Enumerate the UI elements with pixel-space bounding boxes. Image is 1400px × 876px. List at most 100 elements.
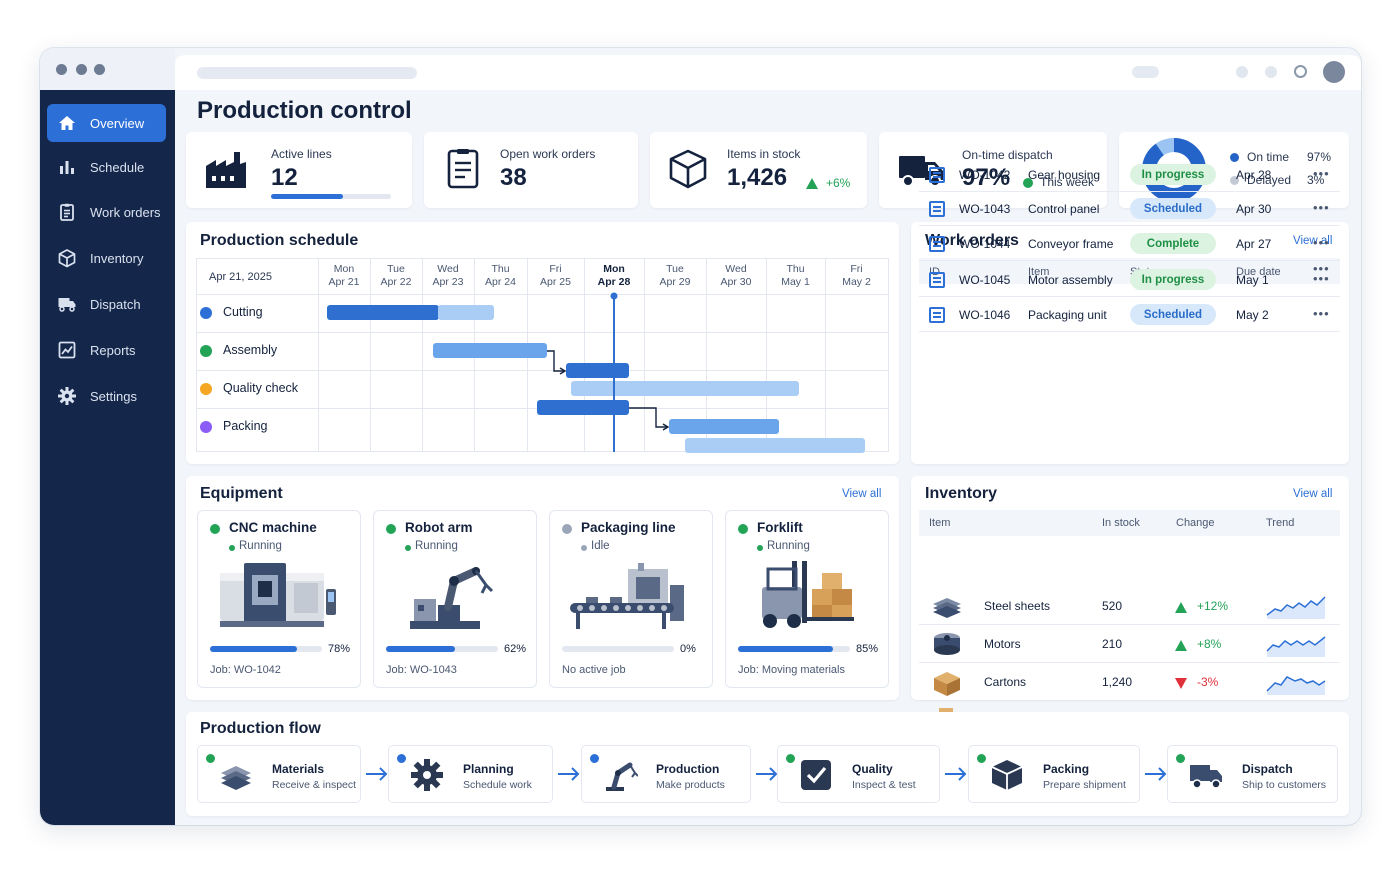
table-row[interactable]: WO-1045 Motor assembly In progress May 1 ••• bbox=[919, 263, 1340, 297]
flow-step[interactable]: Dispatch Ship to customers bbox=[1167, 745, 1338, 803]
gantt-bar[interactable] bbox=[669, 419, 779, 434]
section-title: Production flow bbox=[200, 720, 321, 737]
day-date: May 2 bbox=[842, 276, 871, 288]
sidebar-item-settings[interactable]: Settings bbox=[47, 377, 166, 415]
flow-step-subtitle: Schedule work bbox=[463, 779, 532, 791]
kpi-on-time-dispatch[interactable]: On-time dispatch 97% This week bbox=[879, 132, 1107, 208]
home-icon bbox=[59, 116, 75, 130]
equipment-card[interactable]: Forklift Running 85% Job: Moving materials bbox=[725, 510, 889, 688]
day-of-week: Tue bbox=[666, 263, 684, 275]
flow-step-title: Dispatch bbox=[1242, 762, 1293, 776]
order-due-date: Apr 28 bbox=[1236, 168, 1272, 182]
gantt-bar[interactable] bbox=[685, 438, 865, 453]
view-all-link[interactable]: View all bbox=[842, 488, 882, 500]
equipment-name: Packaging line bbox=[581, 520, 676, 535]
avatar[interactable] bbox=[1323, 61, 1345, 83]
dependency-arrow bbox=[547, 350, 564, 372]
kpi-open-work-orders[interactable]: Open work orders 38 bbox=[424, 132, 638, 208]
flow-step[interactable]: Materials Receive & inspect bbox=[197, 745, 361, 803]
legend-label-delayed: Delayed bbox=[1247, 173, 1292, 187]
window-control-dot[interactable] bbox=[56, 64, 67, 75]
stage-label: Packing bbox=[223, 419, 268, 433]
gantt-bar[interactable] bbox=[571, 381, 799, 396]
more-options-icon[interactable]: ••• bbox=[1313, 271, 1330, 286]
equipment-illustration bbox=[390, 559, 516, 633]
stage-color-dot bbox=[200, 421, 212, 433]
kpi-active-lines[interactable]: Active lines 12 bbox=[186, 132, 412, 208]
sidebar-item-dispatch[interactable]: Dispatch bbox=[47, 285, 166, 323]
sidebar-item-overview[interactable]: Overview bbox=[47, 104, 166, 142]
equipment-status: Running bbox=[767, 540, 810, 552]
flow-step[interactable]: Production Make products bbox=[581, 745, 751, 803]
schedule-day-header: Thu May 1 bbox=[766, 263, 825, 289]
sidebar-item-work-orders[interactable]: Work orders bbox=[47, 193, 166, 231]
stage-color-dot bbox=[200, 345, 212, 357]
more-options-icon[interactable]: ••• bbox=[1313, 166, 1330, 181]
utilization-fill bbox=[386, 646, 456, 652]
day-of-week: Wed bbox=[725, 263, 747, 275]
day-of-week: Mon bbox=[333, 263, 355, 275]
more-options-icon[interactable]: ••• bbox=[1313, 261, 1330, 276]
flow-step[interactable]: Quality Inspect & test bbox=[777, 745, 940, 803]
topbar-pill[interactable] bbox=[1132, 66, 1159, 78]
gantt-bar[interactable] bbox=[433, 343, 547, 358]
inventory-item-name: Cartons bbox=[984, 675, 1027, 689]
table-row[interactable]: WO-1043 Control panel Scheduled Apr 30 ••• bbox=[919, 192, 1340, 226]
equipment-illustration bbox=[742, 559, 868, 633]
gantt-bar[interactable] bbox=[327, 305, 439, 320]
order-doc-icon bbox=[929, 167, 945, 183]
gantt-bar[interactable] bbox=[566, 363, 629, 378]
more-options-icon[interactable]: ••• bbox=[1313, 235, 1330, 250]
more-options-icon[interactable]: ••• bbox=[1313, 200, 1330, 215]
more-options-icon[interactable]: ••• bbox=[1313, 306, 1330, 321]
utilization-value: 0% bbox=[680, 643, 696, 655]
sidebar-item-schedule[interactable]: Schedule bbox=[47, 148, 166, 186]
document-icon bbox=[447, 149, 479, 189]
equipment-status-dot bbox=[210, 524, 220, 534]
window-control-dot[interactable] bbox=[76, 64, 87, 75]
flow-step[interactable]: Planning Schedule work bbox=[388, 745, 553, 803]
flow-step[interactable]: Packing Prepare shipment bbox=[968, 745, 1140, 803]
table-row[interactable]: WO-1046 Packaging unit Scheduled May 2 ••• bbox=[919, 298, 1340, 332]
equipment-status-mini-dot bbox=[405, 545, 411, 551]
order-due-date: May 2 bbox=[1236, 308, 1269, 322]
flow-status-dot bbox=[977, 754, 986, 763]
sidebar-item-reports[interactable]: Reports bbox=[47, 331, 166, 369]
truck-icon bbox=[58, 298, 76, 312]
view-all-link[interactable]: View all bbox=[1293, 488, 1333, 500]
equipment-card[interactable]: Packaging line Idle 0% No active job bbox=[549, 510, 713, 688]
topbar-dot[interactable] bbox=[1236, 66, 1248, 78]
gantt-bar[interactable] bbox=[537, 400, 629, 415]
order-id: WO-1046 bbox=[959, 308, 1011, 322]
topbar-dot[interactable] bbox=[1265, 66, 1277, 78]
table-row[interactable]: WO-1042 Gear housing In progress Apr 28 ••• bbox=[919, 158, 1340, 192]
section-title: Production schedule bbox=[200, 232, 359, 249]
order-doc-icon bbox=[929, 272, 945, 288]
sidebar-item-inventory[interactable]: Inventory bbox=[47, 239, 166, 277]
dependency-arrowhead bbox=[662, 423, 670, 431]
schedule-day-header: Fri Apr 25 bbox=[527, 263, 584, 289]
equipment-card[interactable]: CNC machine Running 78% Job: WO-1042 bbox=[197, 510, 361, 688]
day-of-week: Thu bbox=[491, 263, 510, 275]
flow-arrow-icon bbox=[943, 764, 969, 784]
production-flow-card: Production flow bbox=[186, 712, 1349, 816]
kpi-items-in-stock[interactable]: Items in stock 1,426 +6% bbox=[650, 132, 867, 208]
equipment-card[interactable]: Robot arm Running 62% Job: WO-1043 bbox=[373, 510, 537, 688]
order-id: WO-1045 bbox=[959, 273, 1011, 287]
notification-icon[interactable] bbox=[1294, 65, 1307, 78]
flow-status-dot bbox=[590, 754, 599, 763]
order-due-date: May 1 bbox=[1236, 273, 1269, 287]
kpi-label: Items in stock bbox=[727, 147, 801, 161]
window-control-dot[interactable] bbox=[94, 64, 105, 75]
search-bar[interactable] bbox=[197, 67, 417, 79]
checkbox-icon bbox=[798, 757, 834, 793]
table-row[interactable]: Cartons 1,240 -3% bbox=[919, 663, 1340, 701]
table-row[interactable]: Steel sheets 520 +12% bbox=[919, 587, 1340, 625]
trend-down-icon bbox=[1175, 676, 1187, 689]
table-row[interactable]: WO-1044 Conveyor frame Complete Apr 27 ••• bbox=[919, 227, 1340, 261]
gantt-bar[interactable] bbox=[438, 305, 494, 320]
table-row[interactable]: Motors 210 +8% bbox=[919, 625, 1340, 663]
view-all-link[interactable]: View all bbox=[1293, 235, 1333, 247]
kpi-progress-fill bbox=[271, 194, 343, 199]
flow-step-subtitle: Prepare shipment bbox=[1043, 779, 1126, 791]
